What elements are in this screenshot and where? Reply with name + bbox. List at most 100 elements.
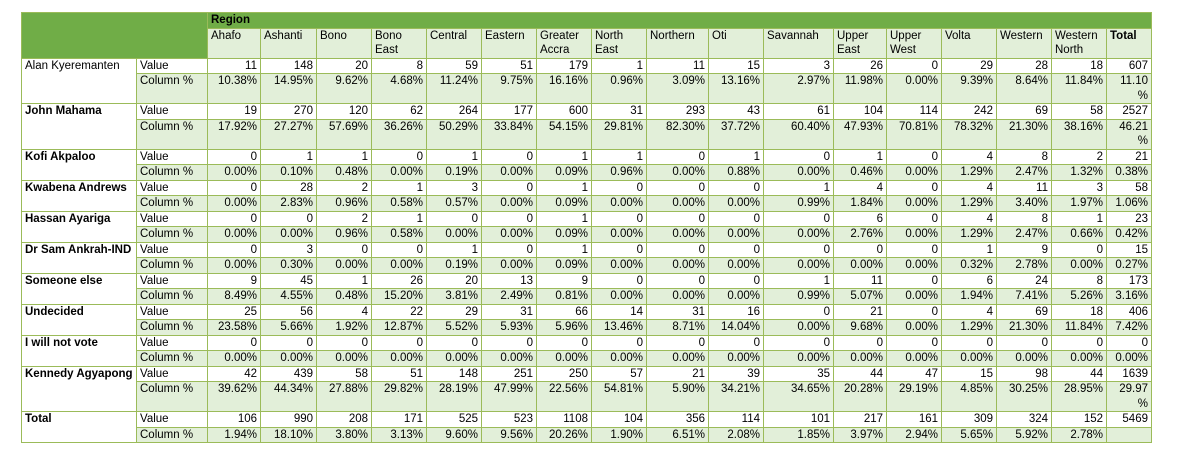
column-percent-row: Column % 0.00% 2.83% 0.96% 0.58% 0.57% 0.00% 0.… xyxy=(22,195,1152,212)
data-cell: 9 xyxy=(996,241,1052,258)
region-group-header: Region xyxy=(207,12,1152,29)
data-cell: 6 xyxy=(833,210,887,227)
value-row: Total Value 106 990 208 171 525 523 1108 104 356 11… xyxy=(21,411,1152,443)
data-cell: 0 xyxy=(591,210,647,227)
data-cell: 33.84% xyxy=(481,118,537,150)
data-cell: 57 xyxy=(591,365,647,382)
data-cell: 1 xyxy=(833,148,887,165)
data-cell: 0.00% xyxy=(316,257,372,274)
data-cell: 29.81% xyxy=(591,118,647,150)
data-cell: 0.00% xyxy=(260,350,317,367)
candidate-label: John Mahama xyxy=(21,103,137,150)
data-cell: 0.00% xyxy=(371,164,427,181)
column-percent-label: Column % xyxy=(136,164,208,181)
data-cell: 8.64% xyxy=(996,73,1052,104)
total-cell: 0 xyxy=(1106,334,1152,351)
data-cell: 36.26% xyxy=(371,118,427,150)
data-cell: 0.30% xyxy=(260,257,317,274)
data-cell: 4 xyxy=(833,179,887,196)
data-cell: 0 xyxy=(941,334,997,351)
data-cell: 0.96% xyxy=(591,73,647,104)
data-cell: 78.32% xyxy=(941,118,997,150)
data-cell: 309 xyxy=(941,411,997,428)
data-cell: 0 xyxy=(996,334,1052,351)
data-cell: 0.00% xyxy=(646,195,709,212)
data-cell: 0 xyxy=(481,334,537,351)
data-cell: 0.00% xyxy=(1051,350,1107,367)
data-cell: 0 xyxy=(481,241,537,258)
data-cell: 0.00% xyxy=(646,288,709,305)
data-cell: 8 xyxy=(1051,272,1107,289)
data-cell: 20.26% xyxy=(536,426,592,443)
data-cell: 62 xyxy=(371,103,427,120)
data-cell: 0 xyxy=(886,179,942,196)
data-cell: 9.56% xyxy=(481,426,537,443)
data-cell: 35 xyxy=(763,365,834,382)
data-cell: 3 xyxy=(763,57,834,74)
data-cell: 0 xyxy=(426,210,482,227)
data-cell: 0 xyxy=(260,334,317,351)
data-cell: 31 xyxy=(481,303,537,320)
data-cell: 0.00% xyxy=(886,257,942,274)
data-cell: 44.34% xyxy=(260,381,317,412)
data-cell: 18 xyxy=(1051,303,1107,320)
data-cell: 0.00% xyxy=(708,288,764,305)
total-cell xyxy=(1106,426,1152,443)
data-cell: 31 xyxy=(591,103,647,120)
data-cell: 4.55% xyxy=(260,288,317,305)
data-cell: 0.00% xyxy=(1051,257,1107,274)
data-cell: 39 xyxy=(708,365,764,382)
total-cell: 11.10 % xyxy=(1106,73,1152,104)
data-cell: 0 xyxy=(886,272,942,289)
column-header: Bono East xyxy=(371,27,427,59)
data-cell: 0.00% xyxy=(708,195,764,212)
total-cell: 7.42% xyxy=(1106,319,1152,336)
data-cell: 24 xyxy=(996,272,1052,289)
data-cell: 18 xyxy=(1051,57,1107,74)
data-cell: 11.84% xyxy=(1051,73,1107,104)
data-cell: 0 xyxy=(207,148,261,165)
data-cell: 47.99% xyxy=(481,381,537,412)
data-cell: 69 xyxy=(996,103,1052,120)
data-cell: 21 xyxy=(646,365,709,382)
data-cell: 0 xyxy=(260,210,317,227)
data-cell: 27.27% xyxy=(260,118,317,150)
data-cell: 0.00% xyxy=(886,226,942,243)
data-cell: 0 xyxy=(207,334,261,351)
data-cell: 0.00% xyxy=(886,195,942,212)
data-cell: 0.19% xyxy=(426,257,482,274)
data-cell: 0 xyxy=(591,241,647,258)
candidate-label: Kennedy Agyapong xyxy=(21,365,137,412)
data-cell: 171 xyxy=(371,411,427,428)
data-cell: 1.94% xyxy=(207,426,261,443)
data-cell: 1 xyxy=(591,148,647,165)
data-cell: 3.40% xyxy=(996,195,1052,212)
data-cell: 0.00% xyxy=(207,226,261,243)
data-cell: 0.00% xyxy=(833,257,887,274)
data-cell: 0.00% xyxy=(260,226,317,243)
data-cell: 0.00% xyxy=(763,319,834,336)
value-label: Value xyxy=(136,411,208,428)
data-cell: 38.16% xyxy=(1051,118,1107,150)
total-cell: 0.42% xyxy=(1106,226,1152,243)
data-cell: 0.00% xyxy=(886,319,942,336)
data-cell: 293 xyxy=(646,103,709,120)
column-header: Upper West xyxy=(886,27,942,59)
data-cell: 21 xyxy=(833,303,887,320)
data-cell: 28 xyxy=(260,179,317,196)
data-cell: 27.88% xyxy=(316,381,372,412)
data-cell: 0.09% xyxy=(536,164,592,181)
total-cell: 21 xyxy=(1106,148,1152,165)
data-cell: 57.69% xyxy=(316,118,372,150)
value-row: Undecided Value 25 56 4 22 29 31 66 14 31 16 0 21 0 4 69… xyxy=(21,303,1152,336)
data-cell: 8.71% xyxy=(646,319,709,336)
data-cell: 2.78% xyxy=(996,257,1052,274)
data-cell: 148 xyxy=(260,57,317,74)
data-cell: 13 xyxy=(481,272,537,289)
data-cell: 2.83% xyxy=(260,195,317,212)
data-cell: 0 xyxy=(646,179,709,196)
crosstab-table: Region Ahafo Ashanti Bono Bono East Central E… xyxy=(21,12,1152,443)
data-cell: 9.60% xyxy=(426,426,482,443)
total-cell: 5469 xyxy=(1106,411,1152,428)
data-cell: 58 xyxy=(1051,103,1107,120)
